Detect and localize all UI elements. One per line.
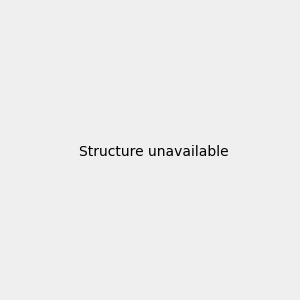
Text: Structure unavailable: Structure unavailable: [79, 145, 229, 158]
